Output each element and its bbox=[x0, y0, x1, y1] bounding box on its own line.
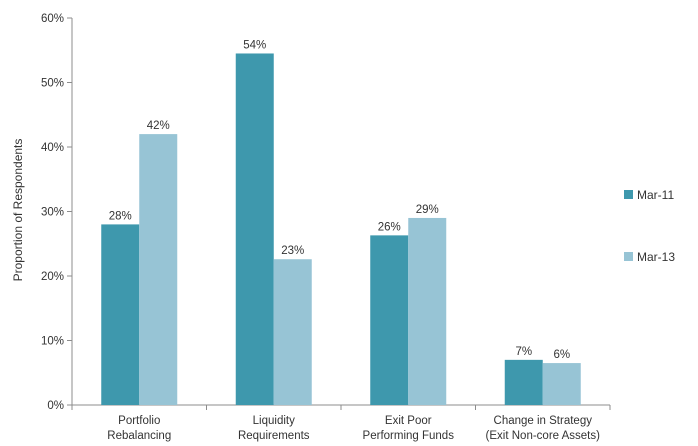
data-label: 23% bbox=[281, 245, 304, 257]
x-category-label: Change in Strategy (Exit Non-core Assets) bbox=[486, 415, 601, 442]
bar-mar-13 bbox=[542, 363, 581, 405]
y-tick-label: 20% bbox=[41, 271, 64, 283]
data-label: 26% bbox=[378, 221, 401, 233]
y-tick-label: 0% bbox=[47, 400, 64, 412]
data-label: 7% bbox=[515, 346, 532, 358]
y-tick-label: 50% bbox=[41, 78, 64, 90]
bar-mar-11 bbox=[101, 224, 140, 405]
legend-label: Mar-13 bbox=[637, 250, 675, 264]
bar-mar-11 bbox=[370, 235, 409, 405]
bars bbox=[101, 53, 581, 405]
y-tick-label: 10% bbox=[41, 336, 64, 348]
y-tick-label: 60% bbox=[41, 13, 64, 25]
bar-mar-13 bbox=[273, 259, 312, 405]
data-labels: 28% 54% 26% 7% 42% 23% 29% 6% bbox=[109, 39, 570, 361]
x-category-label: Portfolio Rebalancing bbox=[107, 415, 171, 442]
bar-mar-11 bbox=[504, 359, 543, 405]
data-label: 6% bbox=[553, 349, 570, 361]
y-tick-label: 30% bbox=[41, 207, 64, 219]
y-axis-title: Proportion of Respondents bbox=[11, 139, 25, 282]
data-label: 42% bbox=[147, 120, 170, 132]
data-label: 54% bbox=[243, 39, 266, 51]
bar-mar-11 bbox=[235, 53, 274, 405]
data-label: 28% bbox=[109, 210, 132, 222]
legend-label: Mar-11 bbox=[637, 188, 674, 202]
y-tick-label: 40% bbox=[41, 142, 64, 154]
x-category-label: Liquidity Requirements bbox=[238, 415, 310, 442]
category-labels: Portfolio Rebalancing Liquidity Requirement… bbox=[107, 415, 600, 442]
x-category-label: Exit Poor Performing Funds bbox=[363, 415, 455, 442]
bar-mar-13 bbox=[408, 217, 447, 405]
legend-swatch-mar-13 bbox=[624, 252, 633, 261]
legend: Mar-11 Mar-13 bbox=[624, 188, 675, 264]
bar-mar-13 bbox=[139, 134, 178, 405]
data-label: 29% bbox=[416, 204, 439, 216]
legend-swatch-mar-11 bbox=[624, 190, 633, 199]
